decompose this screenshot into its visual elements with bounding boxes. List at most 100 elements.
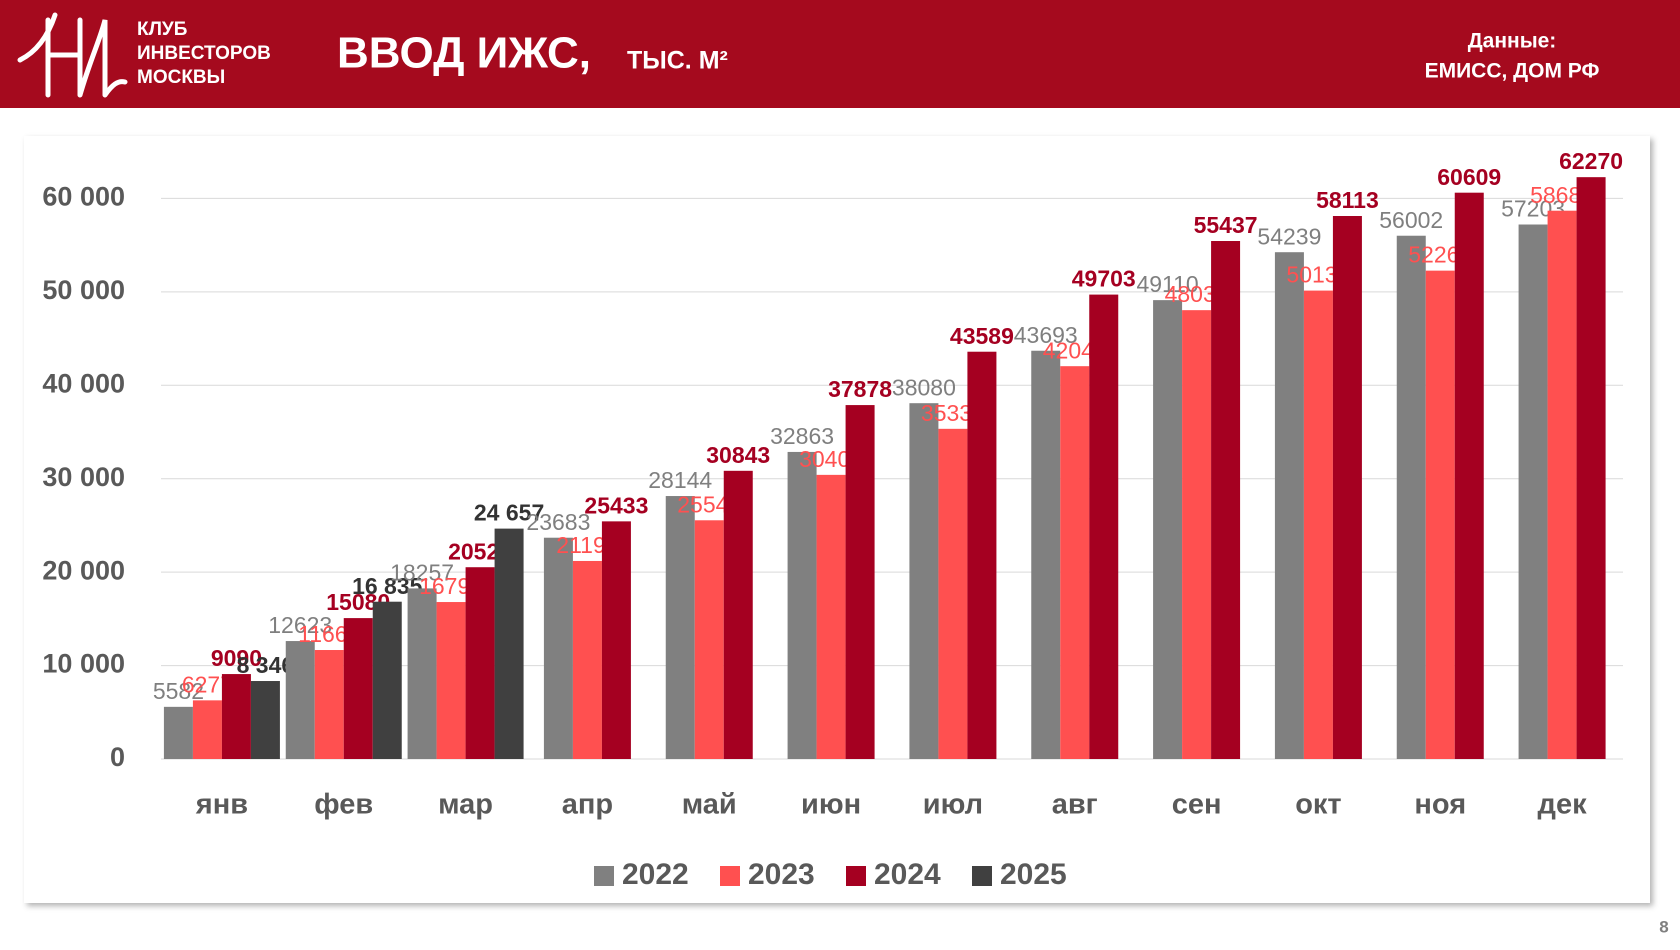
data-label: 23683 (526, 509, 590, 535)
bar (816, 474, 846, 759)
page-number: 8 (1659, 917, 1668, 936)
legend-swatch (594, 866, 614, 886)
bar (938, 428, 968, 759)
bar (407, 588, 437, 759)
source-label: Данные: (1468, 30, 1557, 53)
data-label: 60609 (1437, 164, 1501, 190)
data-label: 54239 (1257, 223, 1321, 249)
y-tick-label: 20 000 (42, 555, 125, 585)
bar (1396, 235, 1426, 759)
bar (1454, 192, 1484, 759)
bar (343, 618, 373, 759)
bar (192, 700, 222, 759)
logo (17, 12, 128, 98)
data-label: 30843 (706, 442, 770, 468)
bar (1274, 252, 1304, 759)
bar (436, 602, 466, 759)
data-label: 24 657 (474, 500, 544, 526)
bar (285, 641, 315, 759)
legend-label: 2025 (1000, 858, 1067, 891)
club-name: КЛУБ (137, 19, 187, 40)
bar (665, 496, 695, 759)
club-name: МОСКВЫ (137, 67, 225, 88)
bar (909, 403, 939, 759)
bar (221, 674, 251, 759)
legend-swatch (846, 866, 866, 886)
plot: 0 10 000 20 000 30 000 40 000 50 000 60 000 янв… (42, 148, 1623, 891)
data-label: 28144 (648, 467, 712, 493)
chart-subtitle: ТЫС. М² (627, 47, 728, 75)
data-label: 49110 (1136, 271, 1198, 297)
bar (314, 650, 344, 759)
data-label: 9090 (211, 645, 262, 671)
bar (1153, 300, 1183, 759)
bar (163, 706, 193, 759)
legend-swatch (972, 866, 992, 886)
bar (543, 537, 573, 759)
x-tick-label: фев (314, 789, 373, 821)
bar (1425, 270, 1455, 759)
bar (1182, 310, 1212, 759)
data-label: 8 346 (237, 652, 295, 678)
x-tick-label: июн (801, 789, 861, 821)
header-band (0, 0, 1680, 108)
bar (1031, 350, 1061, 759)
bar (787, 451, 817, 759)
data-label: 5582 (153, 678, 204, 704)
bar (1518, 224, 1548, 760)
data-label: 38080 (892, 374, 956, 400)
data-label: 37878 (828, 376, 892, 402)
bar (845, 405, 875, 759)
legend-label: 2022 (622, 858, 689, 891)
bar (372, 601, 402, 759)
bar (465, 567, 495, 759)
bar (494, 528, 524, 759)
data-label: 55437 (1194, 212, 1258, 238)
x-tick-label: янв (195, 789, 248, 821)
data-label: 56002 (1379, 207, 1443, 233)
data-label: 58113 (1316, 187, 1379, 213)
data-label: 62270 (1559, 148, 1623, 174)
legend-label: 2023 (748, 858, 815, 891)
data-label: 32863 (770, 423, 834, 449)
x-tick-label: дек (1538, 789, 1588, 821)
data-label: 43693 (1014, 322, 1078, 348)
x-tick-label: май (682, 789, 737, 821)
bar (723, 470, 753, 759)
y-tick-label: 40 000 (42, 368, 125, 398)
bar (601, 521, 631, 759)
x-tick-label: мар (438, 789, 493, 821)
bar (572, 560, 602, 759)
bar (694, 520, 724, 759)
x-tick-label: авг (1052, 789, 1098, 821)
y-tick-label: 0 (110, 742, 125, 772)
data-label: 18257 (390, 559, 454, 585)
x-tick-label: июл (923, 789, 983, 821)
data-label: 49703 (1072, 266, 1136, 292)
bar (1060, 366, 1090, 759)
y-tick-label: 60 000 (42, 182, 125, 212)
x-tick-label: апр (562, 789, 613, 821)
bar (250, 681, 280, 759)
y-tick-label: 50 000 (42, 275, 125, 305)
data-label: 12623 (268, 612, 332, 638)
x-tick-label: ноя (1414, 789, 1466, 821)
source: ЕМИСС, ДОМ РФ (1425, 60, 1600, 83)
club-name: ИНВЕСТОРОВ (137, 43, 271, 64)
data-label: 25433 (584, 492, 648, 518)
bar (1303, 290, 1333, 759)
chart-title: ВВОД ИЖС, (337, 29, 591, 78)
legend-swatch (720, 866, 740, 886)
bar (967, 351, 997, 759)
data-label: 43589 (950, 323, 1014, 349)
legend-label: 2024 (874, 858, 941, 891)
x-tick-label: окт (1295, 789, 1341, 821)
bar (1576, 177, 1606, 760)
y-tick-label: 10 000 (42, 649, 125, 679)
bar (1547, 210, 1577, 759)
y-tick-label: 30 000 (42, 462, 125, 492)
x-tick-label: сен (1172, 789, 1222, 821)
bar (1211, 241, 1241, 760)
bar (1332, 216, 1362, 759)
